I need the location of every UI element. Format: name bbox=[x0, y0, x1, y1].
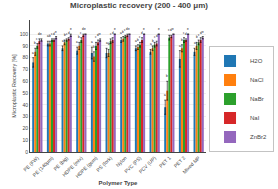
svg-text:c: c bbox=[110, 32, 112, 36]
svg-text:b: b bbox=[137, 38, 139, 42]
svg-text:b: b bbox=[152, 39, 154, 43]
svg-text:d: d bbox=[53, 32, 55, 36]
svg-text:NaCl: NaCl bbox=[250, 77, 263, 83]
svg-text:e: e bbox=[202, 30, 204, 34]
svg-text:a: a bbox=[194, 41, 196, 45]
svg-text:d: d bbox=[156, 34, 158, 38]
svg-text:a: a bbox=[32, 51, 34, 55]
svg-text:e: e bbox=[158, 27, 160, 31]
svg-text:d: d bbox=[38, 32, 40, 36]
svg-text:c: c bbox=[139, 35, 141, 39]
svg-text:40: 40 bbox=[22, 102, 28, 108]
svg-text:a: a bbox=[76, 40, 78, 44]
svg-text:20: 20 bbox=[22, 125, 28, 131]
svg-text:HDPE (gum): HDPE (gum) bbox=[74, 154, 99, 179]
svg-text:Mixed MP: Mixed MP bbox=[181, 154, 201, 174]
svg-text:b: b bbox=[108, 42, 110, 46]
svg-text:b: b bbox=[93, 45, 95, 49]
svg-text:a: a bbox=[62, 39, 64, 43]
svg-text:e: e bbox=[187, 27, 189, 31]
svg-text:b: b bbox=[34, 41, 36, 45]
svg-text:e: e bbox=[172, 27, 174, 31]
svg-text:PE (FW): PE (FW) bbox=[22, 155, 40, 173]
svg-text:a: a bbox=[120, 31, 122, 35]
svg-text:a: a bbox=[150, 42, 152, 46]
svg-text:d: d bbox=[185, 32, 187, 36]
svg-text:30: 30 bbox=[22, 113, 28, 119]
svg-text:d: d bbox=[141, 31, 143, 35]
svg-text:e: e bbox=[40, 32, 42, 36]
svg-text:100: 100 bbox=[20, 31, 29, 37]
svg-text:a: a bbox=[91, 40, 93, 44]
svg-text:b: b bbox=[64, 33, 66, 37]
svg-text:NaBr: NaBr bbox=[250, 96, 264, 102]
svg-text:c: c bbox=[36, 37, 38, 41]
svg-text:d: d bbox=[126, 27, 128, 31]
svg-text:c: c bbox=[80, 31, 82, 35]
svg-text:PVC (PS): PVC (PS) bbox=[123, 154, 143, 174]
svg-text:PE (140μm): PE (140μm) bbox=[31, 154, 54, 177]
svg-text:PET 1: PET 1 bbox=[158, 155, 172, 169]
svg-text:Polymer Type: Polymer Type bbox=[99, 180, 139, 186]
svg-text:70: 70 bbox=[22, 66, 28, 72]
svg-text:e: e bbox=[70, 27, 72, 31]
svg-text:b: b bbox=[196, 35, 198, 39]
svg-text:c: c bbox=[198, 33, 200, 37]
svg-text:50: 50 bbox=[22, 90, 28, 96]
svg-text:a: a bbox=[164, 93, 166, 97]
svg-text:b: b bbox=[166, 74, 168, 78]
svg-text:d: d bbox=[97, 33, 99, 37]
svg-text:Microplastic recovery (200 - 4: Microplastic recovery (200 - 400 μm) bbox=[70, 1, 208, 10]
svg-text:c: c bbox=[95, 35, 97, 39]
svg-text:e: e bbox=[143, 27, 145, 31]
svg-text:d: d bbox=[82, 27, 84, 31]
svg-text:c: c bbox=[66, 32, 68, 36]
svg-text:d: d bbox=[112, 31, 114, 35]
svg-text:HDPE (mix): HDPE (mix) bbox=[61, 154, 84, 177]
svg-text:Microplastic Recovery [%]: Microplastic Recovery [%] bbox=[11, 54, 17, 118]
svg-text:b: b bbox=[49, 34, 51, 38]
svg-text:a: a bbox=[47, 34, 49, 38]
svg-text:0: 0 bbox=[25, 149, 28, 155]
svg-text:PE (big): PE (big) bbox=[52, 154, 69, 171]
svg-text:80: 80 bbox=[22, 54, 28, 60]
svg-text:PS (fork): PS (fork) bbox=[95, 155, 113, 173]
svg-text:a: a bbox=[106, 41, 108, 45]
svg-text:e: e bbox=[55, 30, 57, 34]
svg-text:a: a bbox=[179, 44, 181, 48]
svg-text:d: d bbox=[68, 31, 70, 35]
svg-text:b: b bbox=[181, 38, 183, 42]
svg-text:10: 10 bbox=[22, 137, 28, 143]
svg-text:d: d bbox=[170, 28, 172, 32]
svg-text:PCV (UP): PCV (UP) bbox=[137, 155, 157, 175]
svg-text:e: e bbox=[128, 27, 130, 31]
svg-text:e: e bbox=[114, 27, 116, 31]
svg-text:PET 2: PET 2 bbox=[172, 155, 186, 169]
svg-text:c: c bbox=[124, 28, 126, 32]
svg-text:NaI: NaI bbox=[250, 115, 260, 121]
svg-text:90: 90 bbox=[22, 43, 28, 49]
svg-text:e: e bbox=[99, 32, 101, 36]
svg-text:b: b bbox=[122, 30, 124, 34]
svg-text:H2O: H2O bbox=[250, 58, 263, 64]
svg-text:a: a bbox=[135, 39, 137, 43]
svg-text:c: c bbox=[168, 28, 170, 32]
svg-text:b: b bbox=[78, 35, 80, 39]
svg-text:c: c bbox=[154, 35, 156, 39]
svg-text:60: 60 bbox=[22, 78, 28, 84]
svg-text:e: e bbox=[84, 27, 86, 31]
svg-text:d: d bbox=[200, 31, 202, 35]
svg-text:Nylon: Nylon bbox=[115, 155, 128, 168]
svg-text:c: c bbox=[183, 31, 185, 35]
svg-text:ZnBr2: ZnBr2 bbox=[250, 134, 267, 140]
svg-text:c: c bbox=[51, 32, 53, 36]
